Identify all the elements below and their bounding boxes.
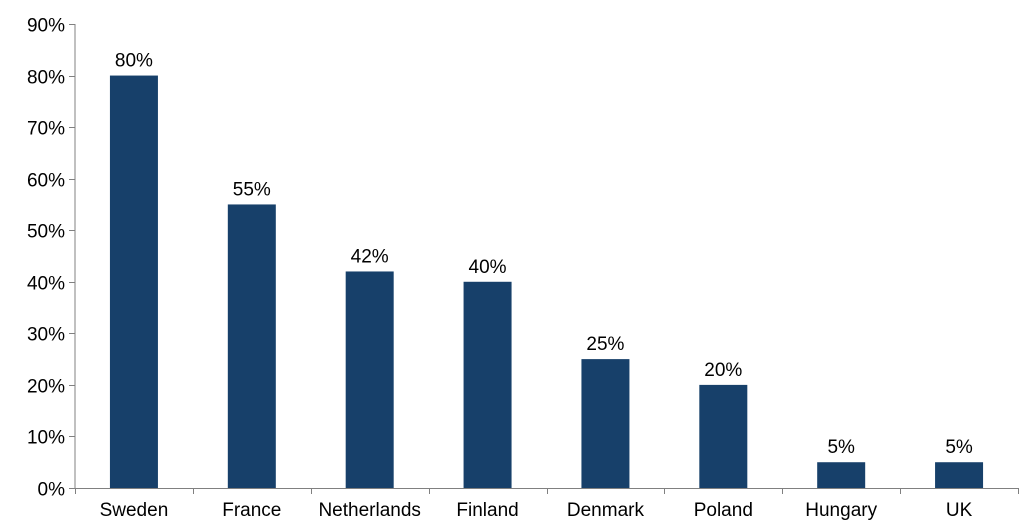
y-tick-label: 70% (27, 119, 65, 140)
y-axis: 0% 10% 20% 30% 40% 50% 60% 70% 80% 90% (27, 16, 76, 501)
bar-finland (463, 281, 512, 488)
x-tick-label: Finland (456, 500, 518, 521)
x-tick-label: Sweden (100, 500, 169, 521)
x-axis: Sweden France Netherlands Finland Denmark Pol… (75, 488, 1019, 521)
data-label: 5% (827, 437, 855, 458)
y-tick-label: 80% (27, 68, 65, 89)
y-tick-label: 20% (27, 377, 65, 398)
y-tick-label: 40% (27, 274, 65, 295)
data-label: 80% (115, 51, 153, 72)
bar-denmark (581, 359, 630, 488)
y-tick-label: 50% (27, 222, 65, 243)
bars (109, 75, 984, 489)
bar-poland (699, 384, 748, 488)
data-label: 55% (233, 179, 271, 200)
y-tick-label: 90% (27, 16, 65, 37)
data-label: 5% (945, 437, 973, 458)
x-tick-label: UK (946, 500, 973, 521)
x-tick-label: Hungary (805, 500, 877, 521)
x-tick-label: Poland (694, 500, 753, 521)
data-label: 40% (469, 257, 507, 278)
x-tick-label: France (222, 500, 281, 521)
y-tick-label: 0% (38, 480, 66, 501)
bar-sweden (109, 75, 158, 489)
bar-hungary (817, 462, 866, 488)
bar-uk (935, 462, 984, 488)
y-tick-label: 30% (27, 325, 65, 346)
data-label: 20% (704, 360, 742, 381)
bar-france (227, 204, 276, 488)
data-label: 42% (351, 246, 389, 267)
data-label: 25% (586, 334, 624, 355)
y-tick-label: 10% (27, 428, 65, 449)
y-tick-label: 60% (27, 171, 65, 192)
x-tick-label: Denmark (567, 500, 645, 521)
data-labels: 80% 55% 42% 40% 25% 20% 5% 5% (115, 51, 973, 459)
x-tick-label: Netherlands (318, 500, 420, 521)
bar-netherlands (345, 271, 394, 488)
